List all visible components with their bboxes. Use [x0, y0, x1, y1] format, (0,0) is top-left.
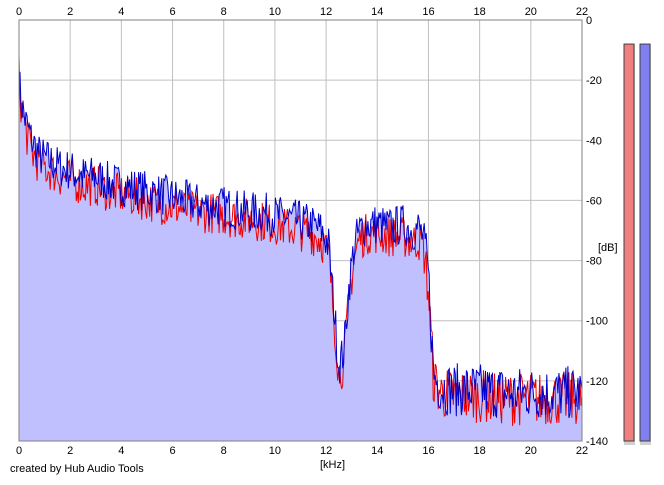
plot-frame [18, 19, 583, 442]
x-tick-top-12: 12 [320, 6, 332, 18]
x-tick-bottom-0: 0 [16, 445, 22, 457]
series-line-blue [18, 71, 583, 419]
x-tick-bottom-12: 12 [320, 445, 332, 457]
x-tick-top-22: 22 [576, 6, 588, 18]
x-tick-top-4: 4 [118, 6, 124, 18]
x-tick-top-8: 8 [221, 6, 227, 18]
x-tick-bottom-8: 8 [221, 445, 227, 457]
y-tick-m80: -80 [586, 256, 602, 268]
level-meters [623, 43, 651, 445]
x-tick-top-20: 20 [525, 6, 537, 18]
x-tick-bottom-2: 2 [67, 445, 73, 457]
series-fill [19, 71, 582, 442]
x-tick-bottom-10: 10 [269, 445, 281, 457]
x-tick-bottom-22: 22 [576, 445, 588, 457]
y-axis-label: [dB] [598, 242, 618, 254]
x-tick-labels-bottom: 0 2 4 6 8 10 12 14 16 18 20 22 [16, 445, 588, 457]
x-tick-bottom-18: 18 [474, 445, 486, 457]
x-tick-bottom-14: 14 [371, 445, 383, 457]
meter-fill-0 [623, 43, 635, 442]
x-tick-bottom-16: 16 [422, 445, 434, 457]
x-tick-labels-top: 0 2 4 6 8 10 12 14 16 18 20 22 [16, 6, 588, 18]
x-tick-bottom-20: 20 [525, 445, 537, 457]
credit-text: created by Hub Audio Tools [10, 463, 144, 475]
x-tick-top-0: 0 [16, 6, 22, 18]
y-tick-m40: -40 [586, 135, 602, 147]
x-tick-top-18: 18 [474, 6, 486, 18]
y-tick-m60: -60 [586, 195, 602, 207]
y-tick-m20: -20 [586, 75, 602, 87]
x-tick-top-16: 16 [422, 6, 434, 18]
x-tick-bottom-4: 4 [118, 445, 124, 457]
y-tick-m100: -100 [586, 316, 608, 328]
x-tick-top-10: 10 [269, 6, 281, 18]
y-tick-m120: -120 [586, 376, 608, 388]
x-tick-top-2: 2 [67, 6, 73, 18]
meter-fill-1 [639, 43, 651, 442]
y-tick-0: 0 [586, 15, 592, 27]
x-tick-bottom-6: 6 [169, 445, 175, 457]
series-layer [18, 55, 583, 442]
x-tick-top-14: 14 [371, 6, 383, 18]
x-axis-label: [kHz] [320, 459, 345, 471]
x-tick-top-6: 6 [169, 6, 175, 18]
y-tick-labels: 0 -20 -40 -60 -80 -100 -120 -140 [586, 15, 608, 448]
y-tick-m140: -140 [586, 436, 608, 448]
